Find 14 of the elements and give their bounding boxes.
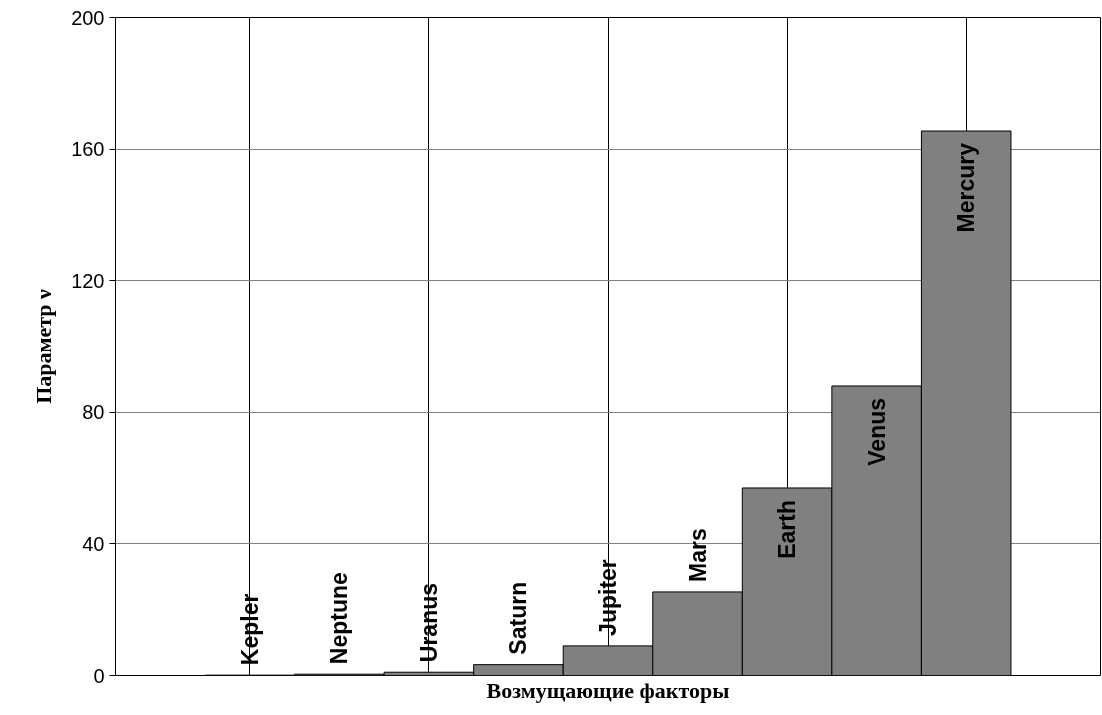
y-tick-label: 200 — [71, 6, 105, 29]
y-tick-label: 120 — [71, 269, 105, 292]
x-tick-label: Earth — [774, 499, 801, 559]
x-tick-label: Mars — [684, 528, 711, 582]
x-axis-title: Возмущающие факторы — [486, 677, 730, 703]
y-tick-label: 160 — [71, 138, 105, 161]
x-tick-label: Saturn — [505, 581, 532, 655]
x-tick-label: Neptune — [326, 572, 353, 665]
y-tick-label: 0 — [93, 664, 105, 687]
y-axis-title: Параметр ν — [31, 288, 57, 404]
x-tick-label: Venus — [863, 397, 890, 466]
y-tick-label: 40 — [82, 532, 105, 555]
y-tick-label: 80 — [82, 401, 105, 424]
x-tick-label: Mercury — [953, 142, 980, 233]
